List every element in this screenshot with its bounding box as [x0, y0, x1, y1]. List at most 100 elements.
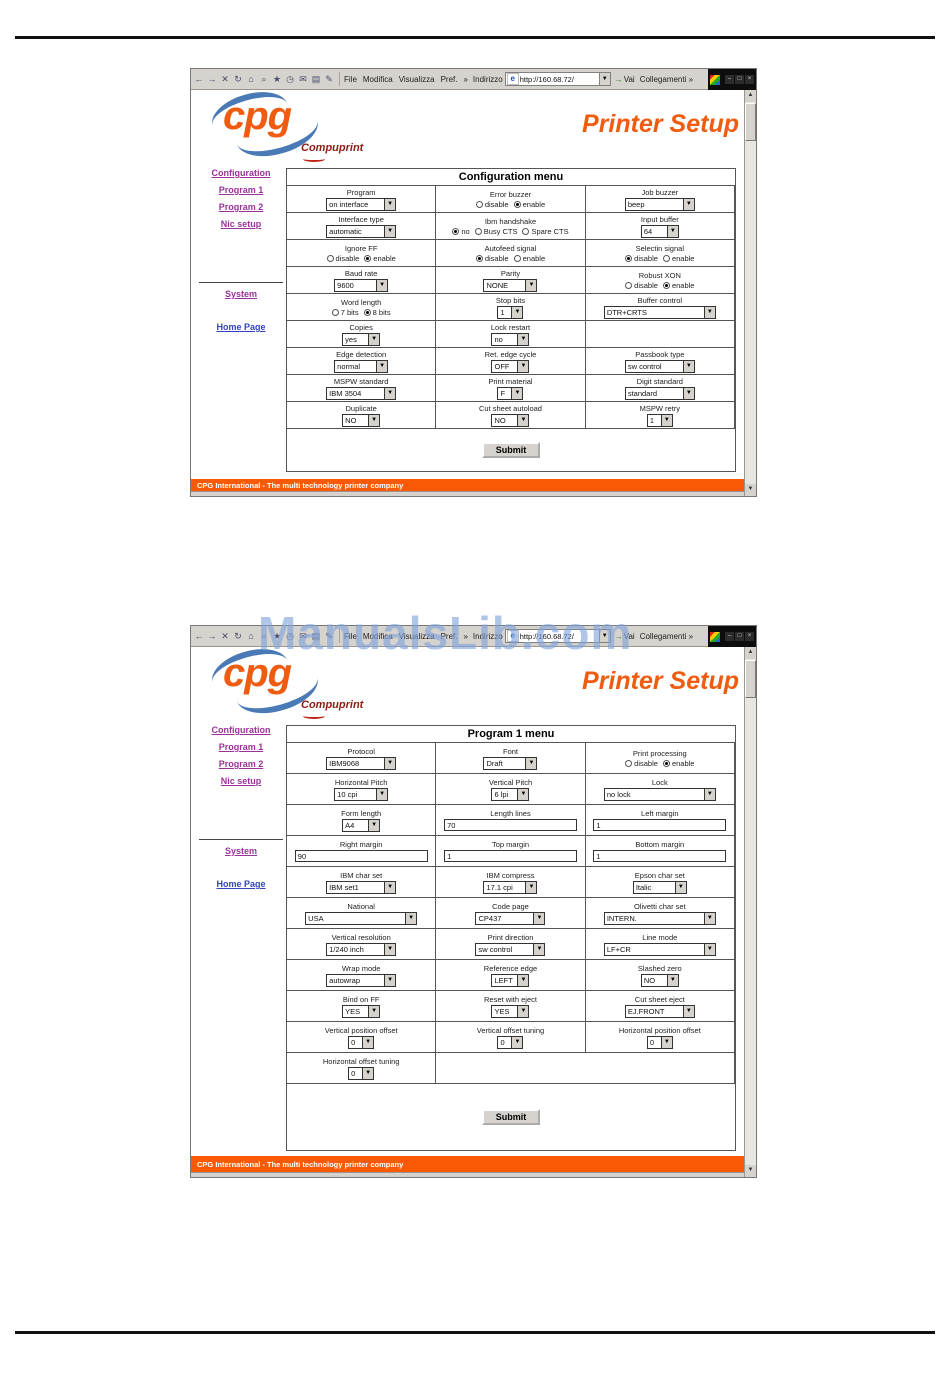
menu-item-visualizza[interactable]: Visualizza	[398, 631, 435, 641]
menu-item-pref[interactable]: Pref.	[440, 74, 458, 84]
sidebar-item-nic-setup[interactable]: Nic setup	[220, 776, 262, 786]
radio-option-8-bits[interactable]: 8 bits	[363, 308, 391, 317]
home-icon[interactable]: ⌂	[248, 631, 254, 641]
dropdown-icon[interactable]: ▼	[525, 757, 537, 769]
menu-item-modifica[interactable]: Modifica	[362, 74, 393, 84]
dropdown-icon[interactable]: ▼	[362, 1067, 374, 1079]
protocol-select[interactable]: IBM9068 ▼	[326, 756, 397, 770]
edit-icon[interactable]: ✎	[325, 74, 333, 84]
scroll-up-icon[interactable]: ▲	[745, 647, 756, 659]
dropdown-icon[interactable]: ▼	[666, 225, 678, 237]
sidebar-item-nic-setup[interactable]: Nic setup	[220, 219, 262, 229]
length-lines-input[interactable]: 70	[444, 819, 577, 831]
radio-option-enable[interactable]: enable	[662, 759, 694, 768]
dropdown-icon[interactable]: ▼	[517, 333, 529, 345]
duplicate-select[interactable]: NO ▼	[342, 413, 381, 427]
back-icon[interactable]: ←	[194, 631, 204, 641]
submit-button[interactable]: Submit	[481, 1109, 541, 1125]
ibm-char-set-select[interactable]: IBM set1 ▼	[326, 880, 397, 894]
bind-on-ff-select[interactable]: YES ▼	[342, 1004, 381, 1018]
search-icon[interactable]: ⌕	[261, 74, 267, 84]
dropdown-icon[interactable]: ▼	[511, 306, 523, 318]
home-icon[interactable]: ⌂	[248, 74, 254, 84]
stop-bits-select[interactable]: 1 ▼	[497, 305, 524, 319]
baud-rate-select[interactable]: 9600 ▼	[334, 278, 389, 292]
menu-item-item[interactable]: »	[463, 631, 468, 641]
line-mode-select[interactable]: LF+CR ▼	[603, 942, 716, 956]
sidebar-item-program-2[interactable]: Program 2	[218, 759, 264, 769]
mspw-standard-select[interactable]: IBM 3504 ▼	[326, 386, 397, 400]
program-select[interactable]: on interface ▼	[326, 197, 397, 211]
vertical-scrollbar[interactable]: ▲ ▼	[744, 90, 756, 496]
reset-with-eject-select[interactable]: YES ▼	[491, 1004, 530, 1018]
slashed-zero-select[interactable]: NO ▼	[640, 973, 679, 987]
dropdown-icon[interactable]: ▼	[703, 788, 715, 800]
sidebar-item-home-page[interactable]: Home Page	[216, 879, 266, 889]
links-label[interactable]: Collegamenti »	[639, 631, 694, 641]
dropdown-icon[interactable]: ▼	[674, 881, 686, 893]
radio-option-disable[interactable]: disable	[475, 200, 509, 209]
print-icon[interactable]: ▤	[311, 631, 321, 641]
submit-button[interactable]: Submit	[481, 442, 541, 458]
radio-option-enable[interactable]: enable	[662, 254, 694, 263]
dropdown-icon[interactable]: ▼	[376, 788, 388, 800]
vertical-pitch-select[interactable]: 6 lpi ▼	[491, 787, 530, 801]
search-icon[interactable]: ⌕	[261, 631, 267, 641]
stop-icon[interactable]: ✕	[221, 74, 229, 84]
dropdown-icon[interactable]: ▼	[660, 414, 672, 426]
dropdown-icon[interactable]: ▼	[511, 1036, 523, 1048]
radio-option-busy-cts[interactable]: Busy CTS	[474, 227, 517, 236]
address-dropdown-icon[interactable]: ▼	[598, 73, 610, 85]
top-margin-input[interactable]: 1	[444, 850, 577, 862]
vertical-scrollbar[interactable]: ▲ ▼	[744, 647, 756, 1177]
sidebar-item-system[interactable]: System	[224, 846, 258, 856]
job-buzzer-select[interactable]: beep ▼	[624, 197, 695, 211]
right-margin-input[interactable]: 90	[294, 850, 428, 862]
print-material-select[interactable]: F ▼	[497, 386, 524, 400]
refresh-icon[interactable]: ↻	[234, 631, 242, 641]
dropdown-icon[interactable]: ▼	[511, 387, 523, 399]
refresh-icon[interactable]: ↻	[234, 74, 242, 84]
edit-icon[interactable]: ✎	[325, 631, 333, 641]
wrap-mode-select[interactable]: autowrap ▼	[326, 973, 397, 987]
dropdown-icon[interactable]: ▼	[368, 1005, 380, 1017]
radio-option-enable[interactable]: enable	[513, 254, 545, 263]
dropdown-icon[interactable]: ▼	[368, 819, 380, 831]
menu-item-file[interactable]: File	[344, 631, 357, 641]
lock-restart-select[interactable]: no ▼	[491, 332, 530, 346]
address-dropdown-icon[interactable]: ▼	[598, 630, 610, 642]
dropdown-icon[interactable]: ▼	[703, 943, 715, 955]
dropdown-icon[interactable]: ▼	[682, 360, 694, 372]
sidebar-item-system[interactable]: System	[224, 289, 258, 299]
print-direction-select[interactable]: sw control ▼	[475, 942, 546, 956]
radio-option-disable[interactable]: disable	[625, 281, 658, 290]
vertical-offset-tuning-select[interactable]: 0 ▼	[497, 1035, 524, 1049]
dropdown-icon[interactable]: ▼	[517, 974, 529, 986]
radio-option-enable[interactable]: enable	[364, 254, 396, 263]
cut-sheet-eject-select[interactable]: EJ.FRONT ▼	[624, 1004, 695, 1018]
dropdown-icon[interactable]: ▼	[384, 757, 396, 769]
digit-standard-select[interactable]: standard ▼	[624, 386, 695, 400]
menu-item-item[interactable]: »	[463, 74, 468, 84]
scroll-up-icon[interactable]: ▲	[745, 90, 756, 102]
menu-item-file[interactable]: File	[344, 74, 357, 84]
radio-option-disable[interactable]: disable	[475, 254, 509, 263]
dropdown-icon[interactable]: ▼	[405, 912, 417, 924]
scroll-thumb[interactable]	[745, 660, 756, 698]
dropdown-icon[interactable]: ▼	[384, 881, 396, 893]
stop-icon[interactable]: ✕	[221, 631, 229, 641]
dropdown-icon[interactable]: ▼	[660, 1036, 672, 1048]
vertical-position-offset-select[interactable]: 0 ▼	[348, 1035, 375, 1049]
print-icon[interactable]: ▤	[311, 74, 321, 84]
dropdown-icon[interactable]: ▼	[362, 1036, 374, 1048]
copies-select[interactable]: yes ▼	[342, 332, 381, 346]
maximize-button[interactable]: □	[735, 632, 744, 641]
links-label[interactable]: Collegamenti »	[639, 74, 694, 84]
form-length-select[interactable]: A4 ▼	[342, 818, 381, 832]
scroll-down-icon[interactable]: ▼	[745, 484, 756, 496]
dropdown-icon[interactable]: ▼	[703, 306, 715, 318]
dropdown-icon[interactable]: ▼	[368, 414, 380, 426]
interface-type-select[interactable]: automatic ▼	[326, 224, 397, 238]
vertical-resolution-select[interactable]: 1/240 inch ▼	[326, 942, 397, 956]
dropdown-icon[interactable]: ▼	[703, 912, 715, 924]
